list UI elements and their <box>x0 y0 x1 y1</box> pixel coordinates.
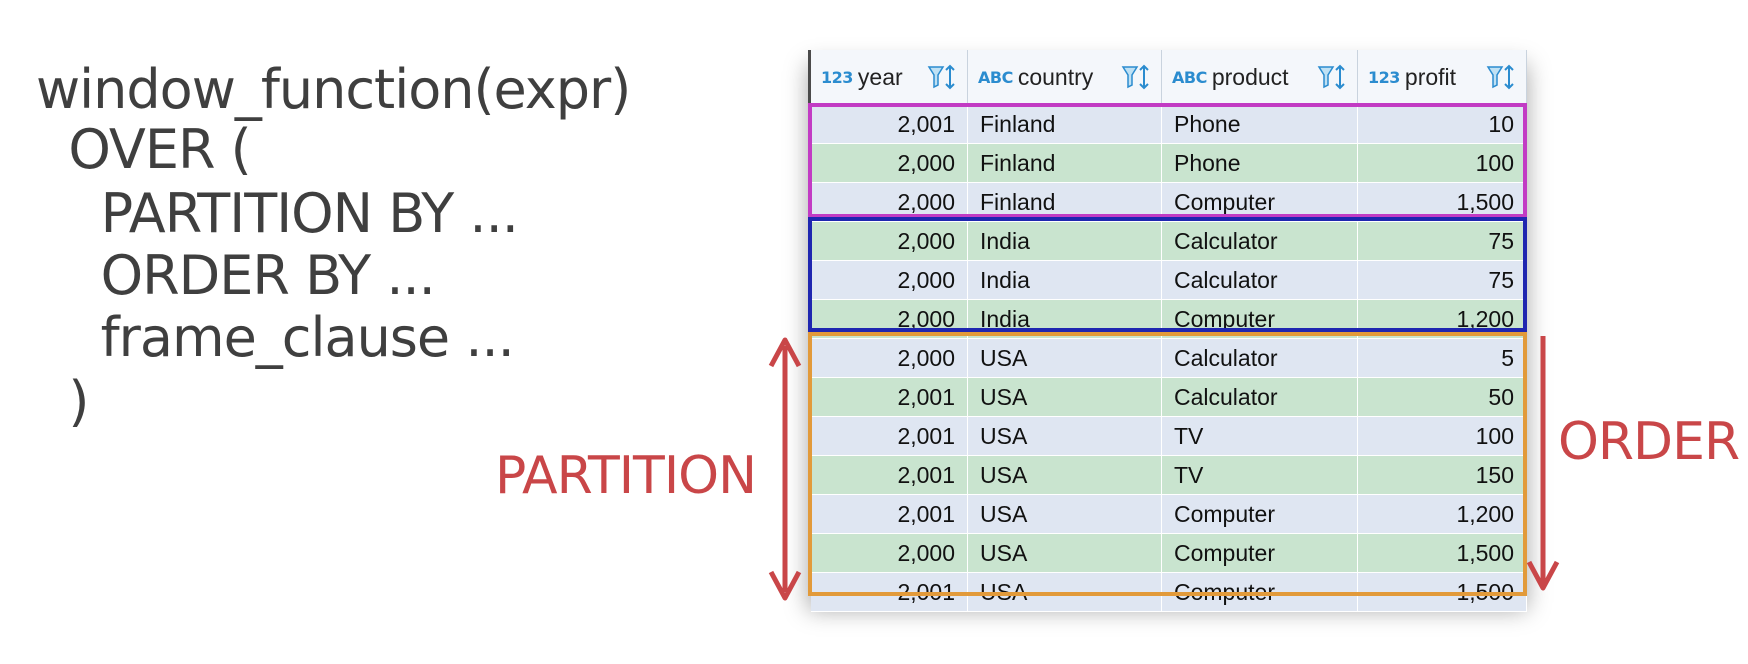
cell-year[interactable]: 2,000 <box>811 183 968 221</box>
code-line: ORDER BY ... <box>36 244 436 307</box>
column-name: profit <box>1404 63 1457 90</box>
cell-profit[interactable]: 75 <box>1358 222 1527 260</box>
cell-profit[interactable]: 100 <box>1358 417 1527 455</box>
cell-country[interactable]: USA <box>968 573 1162 611</box>
cell-country[interactable]: USA <box>968 534 1162 572</box>
cell-profit[interactable]: 50 <box>1358 378 1527 416</box>
cell-year[interactable]: 2,001 <box>811 573 968 611</box>
cell-country[interactable]: India <box>968 261 1162 299</box>
cell-product[interactable]: Computer <box>1162 534 1358 572</box>
cell-profit[interactable]: 10 <box>1358 105 1527 143</box>
cell-year[interactable]: 2,000 <box>811 222 968 260</box>
code-line: PARTITION BY ... <box>36 182 519 245</box>
table-body: 2,001 Finland Phone 10 2,000 Finland Pho… <box>811 105 1527 612</box>
order-label: ORDER <box>1558 412 1740 472</box>
code-line: OVER ( <box>36 118 251 181</box>
order-arrow-icon <box>1526 336 1560 591</box>
table-row[interactable]: 2,001 USA Computer 1,200 <box>811 495 1527 534</box>
table-row[interactable]: 2,000 Finland Phone 100 <box>811 144 1527 183</box>
cell-product[interactable]: Computer <box>1162 573 1358 611</box>
cell-product[interactable]: Calculator <box>1162 222 1358 260</box>
cell-product[interactable]: Calculator <box>1162 339 1358 377</box>
table-row[interactable]: 2,000 USA Calculator 5 <box>811 339 1527 378</box>
filter-sort-icon[interactable] <box>1486 63 1516 91</box>
cell-product[interactable]: Phone <box>1162 144 1358 182</box>
cell-product[interactable]: TV <box>1162 456 1358 494</box>
cell-product[interactable]: Computer <box>1162 495 1358 533</box>
partition-label: PARTITION <box>495 446 757 506</box>
cell-product[interactable]: Calculator <box>1162 378 1358 416</box>
partition-arrow-icon <box>768 337 802 601</box>
table-row[interactable]: 2,000 Finland Computer 1,500 <box>811 183 1527 222</box>
table-row[interactable]: 2,000 India Computer 1,200 <box>811 300 1527 339</box>
cell-country[interactable]: Finland <box>968 105 1162 143</box>
cell-year[interactable]: 2,000 <box>811 534 968 572</box>
cell-profit[interactable]: 150 <box>1358 456 1527 494</box>
cell-profit[interactable]: 1,200 <box>1358 300 1527 338</box>
cell-product[interactable]: Phone <box>1162 105 1358 143</box>
numeric-type-icon: 123 <box>1368 67 1400 87</box>
cell-year[interactable]: 2,000 <box>811 261 968 299</box>
table-row[interactable]: 2,001 Finland Phone 10 <box>811 105 1527 144</box>
cell-country[interactable]: USA <box>968 456 1162 494</box>
column-name: country <box>1017 63 1094 90</box>
cell-country[interactable]: USA <box>968 339 1162 377</box>
cell-profit[interactable]: 5 <box>1358 339 1527 377</box>
cell-year[interactable]: 2,001 <box>811 378 968 416</box>
cell-year[interactable]: 2,001 <box>811 105 968 143</box>
code-line: frame_clause ... <box>36 306 515 369</box>
cell-country[interactable]: Finland <box>968 144 1162 182</box>
cell-product[interactable]: Computer <box>1162 300 1358 338</box>
cell-profit[interactable]: 1,500 <box>1358 573 1527 611</box>
table-row[interactable]: 2,001 USA TV 150 <box>811 456 1527 495</box>
table-row[interactable]: 2,000 India Calculator 75 <box>811 261 1527 300</box>
cell-country[interactable]: USA <box>968 417 1162 455</box>
cell-year[interactable]: 2,001 <box>811 456 968 494</box>
cell-profit[interactable]: 1,200 <box>1358 495 1527 533</box>
cell-profit[interactable]: 1,500 <box>1358 534 1527 572</box>
cell-profit[interactable]: 75 <box>1358 261 1527 299</box>
cell-year[interactable]: 2,000 <box>811 339 968 377</box>
cell-country[interactable]: Finland <box>968 183 1162 221</box>
column-header-year[interactable]: 123 year <box>811 50 968 104</box>
cell-profit[interactable]: 100 <box>1358 144 1527 182</box>
column-name: product <box>1211 63 1289 90</box>
column-name: year <box>857 63 903 90</box>
cell-country[interactable]: India <box>968 222 1162 260</box>
cell-year[interactable]: 2,001 <box>811 495 968 533</box>
table-row[interactable]: 2,001 USA TV 100 <box>811 417 1527 456</box>
table-row[interactable]: 2,000 India Calculator 75 <box>811 222 1527 261</box>
table-row[interactable]: 2,000 USA Computer 1,500 <box>811 534 1527 573</box>
cell-year[interactable]: 2,000 <box>811 300 968 338</box>
cell-year[interactable]: 2,000 <box>811 144 968 182</box>
result-grid: 123 year ABC country ABC product 123 <box>808 50 1527 612</box>
cell-product[interactable]: TV <box>1162 417 1358 455</box>
filter-sort-icon[interactable] <box>1121 63 1151 91</box>
cell-product[interactable]: Calculator <box>1162 261 1358 299</box>
text-type-icon: ABC <box>1172 67 1207 87</box>
table-row[interactable]: 2,001 USA Calculator 50 <box>811 378 1527 417</box>
filter-sort-icon[interactable] <box>927 63 957 91</box>
cell-country[interactable]: USA <box>968 495 1162 533</box>
filter-sort-icon[interactable] <box>1317 63 1347 91</box>
cell-year[interactable]: 2,001 <box>811 417 968 455</box>
code-line: window_function(expr) <box>36 58 631 121</box>
column-header-profit[interactable]: 123 profit <box>1358 50 1527 104</box>
code-line: ) <box>36 370 89 433</box>
table-header: 123 year ABC country ABC product 123 <box>811 50 1527 105</box>
column-header-country[interactable]: ABC country <box>968 50 1162 104</box>
cell-country[interactable]: India <box>968 300 1162 338</box>
numeric-type-icon: 123 <box>821 67 853 87</box>
table-row[interactable]: 2,001 USA Computer 1,500 <box>811 573 1527 612</box>
cell-country[interactable]: USA <box>968 378 1162 416</box>
cell-product[interactable]: Computer <box>1162 183 1358 221</box>
column-header-product[interactable]: ABC product <box>1162 50 1358 104</box>
cell-profit[interactable]: 1,500 <box>1358 183 1527 221</box>
text-type-icon: ABC <box>978 67 1013 87</box>
